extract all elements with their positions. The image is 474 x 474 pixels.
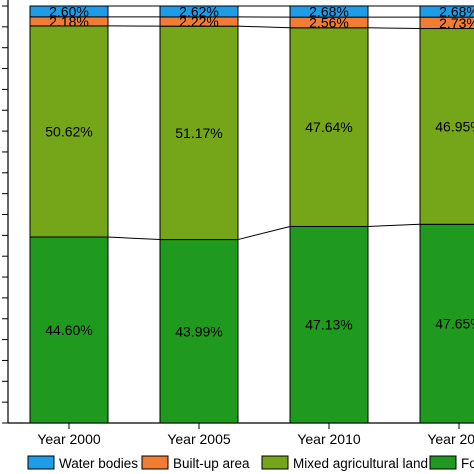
- data-label-forest-year-2015: 47.65%: [435, 316, 474, 332]
- data-label-water-bodies-year-2000: 2.60%: [49, 3, 89, 19]
- connector-line: [367, 27, 421, 30]
- legend-swatch-water-bodies: [27, 455, 55, 470]
- data-label-mixed-agricultural-land-year-2015: 46.95%: [435, 118, 474, 134]
- data-label-built-up-area-year-2005: 2.22%: [179, 14, 219, 30]
- legend: Water bodies Built-up area Mixed agricultu…: [27, 455, 474, 471]
- legend-label-built-up-area: Built-up area: [173, 456, 250, 471]
- bar-forest-year-2000: [29, 236, 109, 424]
- x-tick-label-year-2015: Year 2015: [427, 431, 474, 447]
- data-label-mixed-agricultural-land-year-2010: 47.64%: [305, 119, 352, 135]
- legend-swatch-built-up-area: [141, 455, 169, 470]
- data-label-forest-year-2005: 43.99%: [175, 323, 222, 339]
- bar-mixed-agricultural-land-year-2005: [159, 25, 239, 241]
- x-tick-label-year-2005: Year 2005: [167, 431, 231, 447]
- data-label-built-up-area-year-2015: 2.73%: [439, 15, 474, 31]
- bar-mixed-agricultural-land-year-2000: [29, 25, 109, 238]
- data-label-water-bodies-year-2005: 2.62%: [179, 3, 219, 19]
- connector-line: [367, 223, 421, 227]
- x-tick-label-year-2010: Year 2010: [297, 431, 361, 447]
- data-label-built-up-area-year-2000: 2.18%: [49, 13, 89, 29]
- data-label-built-up-area-year-2010: 2.56%: [309, 14, 349, 30]
- data-label-mixed-agricultural-land-year-2000: 50.62%: [45, 123, 92, 139]
- data-label-forest-year-2000: 44.60%: [45, 322, 92, 338]
- connector-line: [237, 25, 291, 29]
- data-label-mixed-agricultural-land-year-2005: 51.17%: [175, 125, 222, 141]
- legend-label-mixed-agricultural-land: Mixed agricultural land: [293, 456, 428, 471]
- legend-swatch-forest: [429, 455, 457, 470]
- legend-label-water-bodies: Water bodies: [59, 456, 138, 471]
- x-tick-label-year-2000: Year 2000: [37, 431, 101, 447]
- bar-water-bodies-year-2005: [159, 5, 239, 18]
- legend-swatch-mixed-agricultural-land: [261, 455, 289, 470]
- plot-area: 44.60% 50.62% 2.18%2.60% Year 2000 43.99% 51.…: [2, 0, 474, 447]
- bar-forest-year-2015: [419, 223, 474, 424]
- legend-label-forest: Forest: [461, 456, 474, 471]
- data-label-water-bodies-year-2015: 2.68%: [439, 4, 474, 20]
- bar-mixed-agricultural-land-year-2010: [289, 27, 369, 227]
- bar-water-bodies-year-2010: [289, 5, 369, 18]
- connector-line: [107, 236, 161, 241]
- data-label-water-bodies-year-2010: 2.68%: [309, 4, 349, 20]
- bar-forest-year-2005: [159, 239, 239, 424]
- connector-line: [237, 225, 291, 241]
- data-label-forest-year-2010: 47.13%: [305, 317, 352, 333]
- bar-water-bodies-year-2000: [29, 5, 109, 18]
- bar-water-bodies-year-2015: [419, 5, 474, 18]
